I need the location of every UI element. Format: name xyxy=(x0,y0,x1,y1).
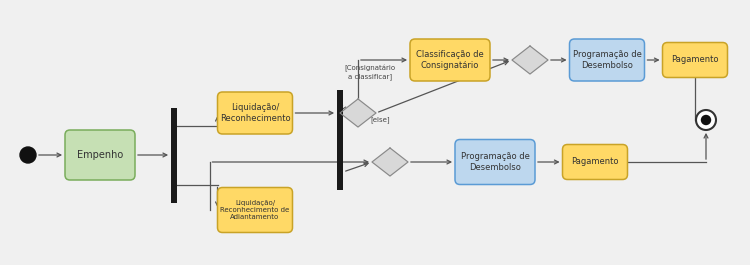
Text: Liquidação/
Reconhecimento: Liquidação/ Reconhecimento xyxy=(220,103,290,123)
Polygon shape xyxy=(512,46,548,74)
Text: Pagamento: Pagamento xyxy=(572,157,619,166)
Text: Empenho: Empenho xyxy=(76,150,123,160)
FancyBboxPatch shape xyxy=(662,42,728,77)
Text: Liquidação/
Reconhecimento de
Adiantamento: Liquidação/ Reconhecimento de Adiantamen… xyxy=(220,200,290,220)
Bar xyxy=(171,108,177,202)
FancyBboxPatch shape xyxy=(562,144,628,179)
Polygon shape xyxy=(372,148,408,176)
FancyBboxPatch shape xyxy=(569,39,644,81)
FancyBboxPatch shape xyxy=(217,188,292,232)
Text: [else]: [else] xyxy=(370,117,390,123)
Circle shape xyxy=(696,110,716,130)
FancyBboxPatch shape xyxy=(410,39,490,81)
FancyBboxPatch shape xyxy=(217,92,292,134)
Circle shape xyxy=(700,115,711,125)
Bar xyxy=(337,90,343,190)
Text: Pagamento: Pagamento xyxy=(671,55,718,64)
Text: Programação de
Desembolso: Programação de Desembolso xyxy=(460,152,530,172)
FancyBboxPatch shape xyxy=(65,130,135,180)
Text: Classificação de
Consignatário: Classificação de Consignatário xyxy=(416,50,484,70)
Circle shape xyxy=(20,147,36,163)
Text: Programação de
Desembolso: Programação de Desembolso xyxy=(572,50,641,70)
Text: [Consignatário
a classificar]: [Consignatário a classificar] xyxy=(344,64,395,80)
FancyBboxPatch shape xyxy=(455,139,535,184)
Polygon shape xyxy=(340,99,376,127)
